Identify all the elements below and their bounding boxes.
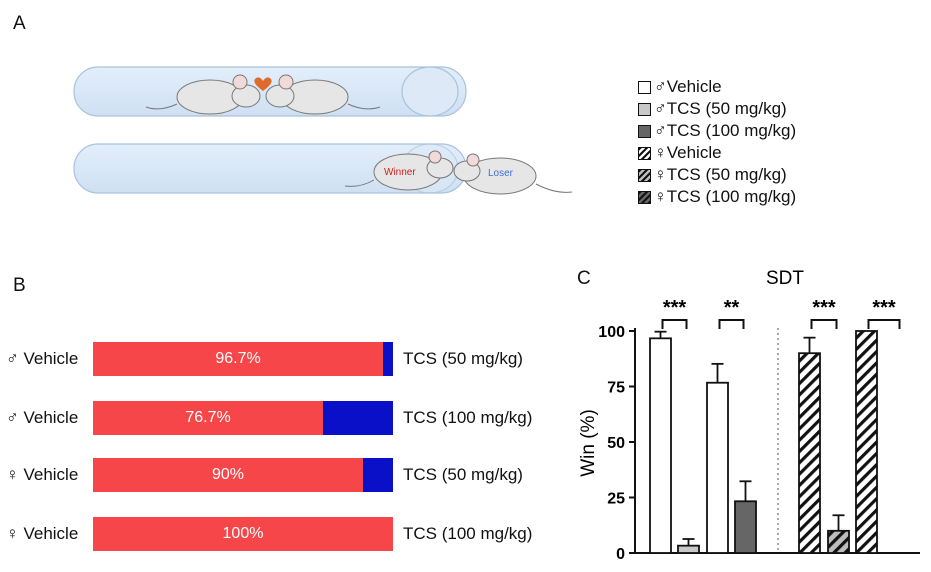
row-percent: 90%	[211, 466, 245, 483]
bar	[734, 500, 757, 554]
significance-bracket	[718, 319, 745, 329]
y-tick-label: 0	[616, 546, 625, 563]
panel-b-letter: B	[13, 275, 26, 296]
loser-label: Loser	[488, 168, 514, 179]
vehicle-bar	[93, 401, 324, 435]
legend-swatch	[638, 168, 651, 182]
significance-bracket	[661, 319, 688, 329]
legend-label: ♀TCS (50 mg/kg)	[654, 165, 787, 184]
row-left-label: ♂ Vehicle	[6, 408, 79, 427]
legend-item: ♀TCS (100 mg/kg)	[638, 187, 796, 207]
legend-item: ♀Vehicle	[638, 143, 722, 163]
tcs-bar: 96.7%	[93, 342, 393, 376]
bar	[827, 529, 850, 554]
bar	[706, 381, 729, 554]
significance-label: ***	[872, 297, 896, 319]
y-tick-label: 100	[598, 324, 625, 341]
row-right-label: TCS (50 mg/kg)	[403, 349, 523, 368]
legend-swatch	[638, 190, 651, 204]
bar	[677, 544, 700, 554]
y-tick-label: 50	[607, 435, 625, 452]
vehicle-bar	[93, 517, 393, 551]
vehicle-bar	[93, 342, 384, 376]
winner-label: Winner	[384, 167, 416, 178]
bar	[855, 330, 878, 554]
chart-title: SDT	[766, 268, 804, 289]
mouse-left	[145, 74, 261, 115]
legend-label: ♂Vehicle	[654, 77, 722, 96]
legend-swatch	[638, 102, 651, 116]
legend-swatch	[638, 80, 651, 94]
significance-label: **	[724, 297, 740, 319]
row-right-label: TCS (100 mg/kg)	[403, 524, 533, 543]
panel-a-letter: A	[13, 13, 26, 34]
row-percent: 76.7%	[185, 409, 231, 426]
tcs-bar: 76.7%	[93, 401, 393, 435]
significance-label: ***	[663, 297, 687, 319]
legend-label: ♂TCS (100 mg/kg)	[654, 121, 797, 140]
winner-mouse	[344, 150, 454, 191]
legend-swatch	[638, 124, 651, 138]
row-left-label: ♀ Vehicle	[6, 524, 79, 543]
row-left-label: ♂ Vehicle	[6, 349, 79, 368]
row-percent: 100%	[222, 525, 264, 542]
y-axis-label: Win (%)	[578, 409, 599, 477]
row-left-label: ♀ Vehicle	[6, 465, 79, 484]
row-right-label: TCS (100 mg/kg)	[403, 408, 533, 427]
legend-label: ♀Vehicle	[654, 143, 722, 162]
tcs-bar: 100%	[93, 517, 393, 551]
vehicle-bar	[93, 458, 363, 492]
legend-item: ♂TCS (100 mg/kg)	[638, 121, 796, 141]
arena-illustration: Winner Loser	[73, 66, 573, 195]
legend-item: ♂TCS (50 mg/kg)	[638, 99, 787, 119]
significance-bracket	[867, 319, 901, 329]
panel-c-letter: C	[577, 268, 591, 289]
legend-item: ♀TCS (50 mg/kg)	[638, 165, 787, 185]
row-right-label: TCS (50 mg/kg)	[403, 465, 523, 484]
bar	[649, 337, 672, 554]
bar	[798, 352, 821, 554]
y-tick-label: 25	[607, 491, 625, 508]
y-tick-label: 75	[607, 380, 625, 397]
loser-mouse	[453, 153, 573, 195]
legend-label: ♀TCS (100 mg/kg)	[654, 187, 797, 206]
broken-heart-icon	[254, 77, 272, 91]
legend-label: ♂TCS (50 mg/kg)	[654, 99, 787, 118]
tcs-bar: 90%	[93, 458, 393, 492]
row-percent: 96.7%	[215, 350, 261, 367]
significance-bracket	[810, 319, 838, 329]
legend-item: ♂Vehicle	[638, 77, 722, 97]
legend-swatch	[638, 146, 651, 160]
significance-label: ***	[812, 297, 836, 319]
mouse-right	[265, 74, 381, 115]
